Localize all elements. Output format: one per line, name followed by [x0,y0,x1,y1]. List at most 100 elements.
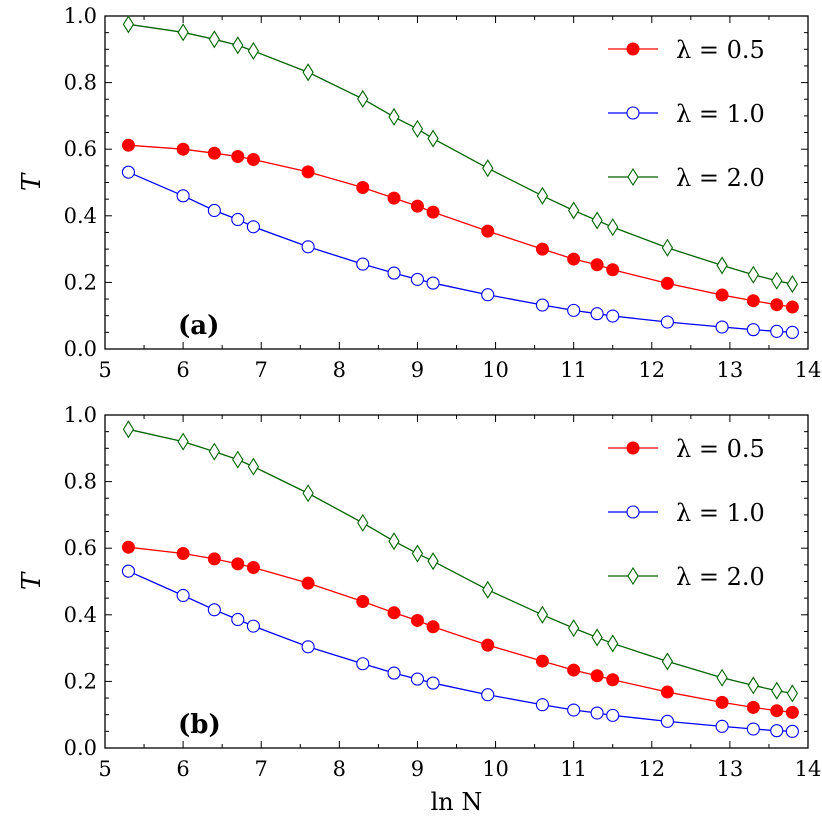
series-line [128,171,793,333]
y-tick-label: 1.0 [64,403,97,427]
data-point [177,432,189,451]
legend-marker [626,42,640,56]
data-point [411,544,424,563]
data-point [786,684,799,703]
data-point [232,450,244,469]
data-point [535,698,549,712]
data-point [426,620,440,634]
data-point [482,580,494,599]
data-point [786,275,799,294]
data-point [207,146,221,160]
data-point [785,300,799,314]
data-point [606,673,620,687]
data-point [482,159,494,178]
data-point [481,288,495,302]
data-point [747,265,759,284]
data-point [122,420,135,439]
data-point [606,708,620,722]
y-tick-label: 0.2 [64,669,97,693]
data-point [746,323,760,337]
data-point [410,199,424,213]
legend-label: λ = 0.5 [676,435,765,463]
data-point [176,588,190,603]
x-tick-label: 7 [255,358,268,382]
data-point [387,266,401,280]
data-point [388,107,400,126]
x-axis-label: ln N [431,788,483,816]
data-point [301,165,315,179]
data-point [356,257,370,271]
data-point [387,191,401,205]
data-point [411,119,424,138]
data-point [591,211,603,230]
series-line [128,570,793,732]
legend-label: λ = 2.0 [676,164,765,192]
panel-a: 5 6 7 8 9 10 11 12 13 14 0.0 0.2 0.4 0.6 0.8 1.0 T (a) λ =… [17,4,821,382]
legend-marker [626,505,640,519]
y-tick-label: 0.8 [64,71,97,95]
data-point [481,688,495,702]
data-point [356,594,370,608]
data-point [660,315,674,329]
data-point [746,294,760,308]
y-tick-label: 0.4 [64,603,97,627]
data-point [770,724,784,738]
data-point [426,276,440,290]
data-point [591,628,603,647]
legend-marker [627,566,639,586]
data-point [302,63,314,82]
data-point [301,576,315,590]
data-point [770,298,784,312]
data-point [121,564,135,578]
data-point [568,201,580,220]
data-point [607,634,619,653]
data-point [122,15,135,34]
data-point [590,706,604,720]
y-tick-label: 0.0 [64,736,97,760]
data-point [770,324,784,338]
data-point [771,271,783,290]
data-point [176,142,190,156]
data-point [410,272,424,286]
y-tick-label: 0.4 [64,204,97,228]
legend-entry: λ = 1.0 [608,100,765,128]
data-point [387,666,401,680]
legend-entry: λ = 2.0 [608,164,765,192]
data-point [231,612,245,627]
data-point [771,681,783,700]
x-tick-label: 8 [333,757,346,781]
panel-b: 5 6 7 8 9 10 11 12 13 14 0.0 0.2 0.4 0.6 0.8 1.0 Tln N (b… [17,403,821,816]
legend-label: λ = 1.0 [676,100,765,128]
series-0 [121,138,799,314]
legend-entry: λ = 0.5 [608,36,765,64]
data-point [207,203,221,218]
legend-marker [626,106,640,120]
data-point [481,224,495,238]
data-point [357,89,369,108]
data-point [301,640,315,654]
legend-label: λ = 0.5 [676,36,765,64]
data-point [785,724,799,738]
data-point [426,676,440,690]
y-axis-label: T [17,172,47,191]
data-point [426,205,440,219]
data-point [208,442,221,461]
data-point [535,654,549,668]
data-point [607,218,619,237]
data-point [567,252,581,266]
data-point [356,180,370,194]
data-point [246,561,260,575]
data-point [246,153,260,167]
data-point [121,540,135,554]
data-point [535,242,549,256]
data-point [427,552,439,571]
data-point [661,238,674,257]
x-tick-label: 13 [717,358,744,382]
data-point [590,669,604,683]
x-tick-label: 7 [255,757,268,781]
data-point [567,303,581,317]
legend-marker [627,167,639,187]
x-tick-label: 14 [795,757,822,781]
x-tick-label: 9 [411,757,424,781]
